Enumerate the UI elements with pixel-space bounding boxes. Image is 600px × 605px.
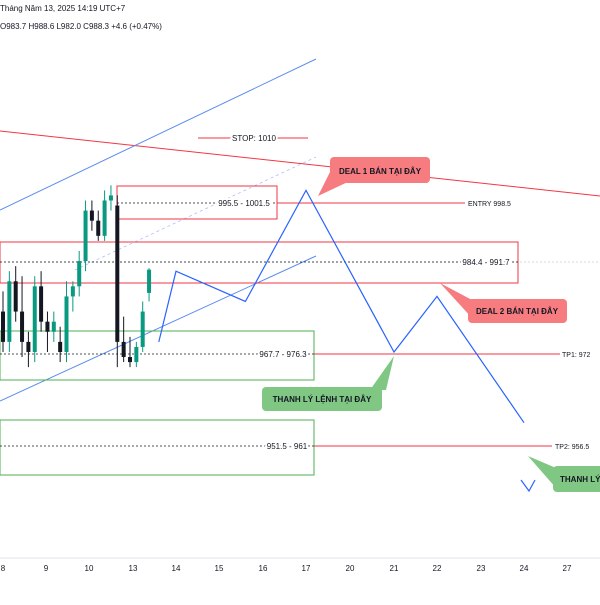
thanhly1-callout-text: THANH LÝ LỆNH TẠI ĐÂY [273, 395, 372, 404]
deal2-callout-text: DEAL 2 BÁN TẠI ĐÂY [476, 307, 559, 316]
deal2-callout-bg [468, 299, 567, 323]
candle-body [1, 311, 5, 342]
resistance-trendline[interactable] [0, 130, 600, 197]
x-tick-label: 24 [520, 564, 529, 573]
stop-label: STOP: 1010 [232, 134, 276, 143]
channel-lower-line[interactable] [0, 255, 317, 402]
x-tick-label: 9 [44, 564, 49, 573]
deal1-callout-text: DEAL 1 BÁN TẠI ĐÂY [339, 167, 422, 176]
buy-zone-1-label: 967.7 - 976.3 [259, 350, 307, 359]
candlestick-series [1, 185, 152, 368]
mid-zone-label: 984.4 - 991.7 [462, 258, 510, 267]
sell-zone-label: 995.5 - 1001.5 [218, 199, 270, 208]
mid-zone-box[interactable] [0, 241, 519, 284]
candle-body [64, 296, 69, 352]
x-axis-ticks: 8 9 10 13 14 15 16 17 20 21 22 23 24 27 [1, 564, 572, 573]
buy-zone-2-label: 951.5 - 961 [267, 442, 308, 451]
x-tick-label: 17 [302, 564, 311, 573]
entry-label: ENTRY 998.5 [468, 201, 511, 208]
candle-body [7, 281, 12, 342]
projection-arrowhead [520, 479, 536, 493]
x-tick-label: 20 [346, 564, 355, 573]
candle-body [26, 341, 31, 352]
channel-mid-line[interactable] [74, 156, 317, 271]
thanhly2-callout-bg [553, 466, 600, 492]
candle-body [83, 210, 88, 262]
x-tick-label: 21 [390, 564, 399, 573]
x-tick-label: 23 [477, 564, 486, 573]
x-tick-label: 15 [215, 564, 224, 573]
x-tick-label: 8 [1, 564, 6, 573]
candle-body [115, 205, 120, 342]
candle-body [96, 220, 101, 236]
candle-body [58, 341, 63, 352]
candle-body [108, 195, 113, 201]
ohlc-readout: O983.7 H988.6 L982.0 C988.3 +4.6 (+0.47%… [0, 22, 162, 31]
buy-zone-2-box[interactable] [0, 419, 315, 476]
deal2-callout-tail [440, 283, 472, 318]
buy-zone-1-box[interactable] [0, 330, 315, 381]
x-tick-label: 13 [129, 564, 138, 573]
candle-body [102, 200, 107, 236]
candle-body [140, 311, 145, 347]
deal1-callout-bg [330, 157, 430, 183]
channel-upper-line[interactable] [0, 58, 317, 211]
thanhly2-callout-tail [528, 456, 556, 488]
x-tick-label: 14 [172, 564, 181, 573]
candle-body [147, 269, 152, 293]
candle-body [32, 286, 37, 352]
candle-body [45, 321, 50, 332]
candle-body [134, 346, 139, 363]
candle-body [89, 210, 94, 221]
thanhly1-callout-tail [370, 356, 394, 390]
x-tick-label: 16 [259, 564, 268, 573]
thanhly1-callout-bg [262, 387, 382, 411]
candle-body [51, 321, 56, 332]
candle-body [128, 357, 132, 363]
x-tick-label: 27 [563, 564, 572, 573]
candle-body [39, 286, 44, 322]
x-tick-label: 22 [433, 564, 442, 573]
candle-body [70, 286, 75, 297]
thanhly2-callout-text: THANH LÝ [560, 475, 600, 484]
projection-path[interactable] [158, 189, 525, 424]
candle-body [77, 261, 82, 287]
candle-body [121, 341, 126, 358]
candle-body [13, 281, 18, 312]
candle-body [20, 311, 25, 342]
chart-header-title: Tháng Năm 13, 2025 14:19 UTC+7 [0, 4, 126, 13]
tp1-label: TP1: 972 [562, 352, 591, 359]
tp2-label: TP2: 956.5 [555, 444, 589, 451]
x-tick-label: 10 [85, 564, 94, 573]
